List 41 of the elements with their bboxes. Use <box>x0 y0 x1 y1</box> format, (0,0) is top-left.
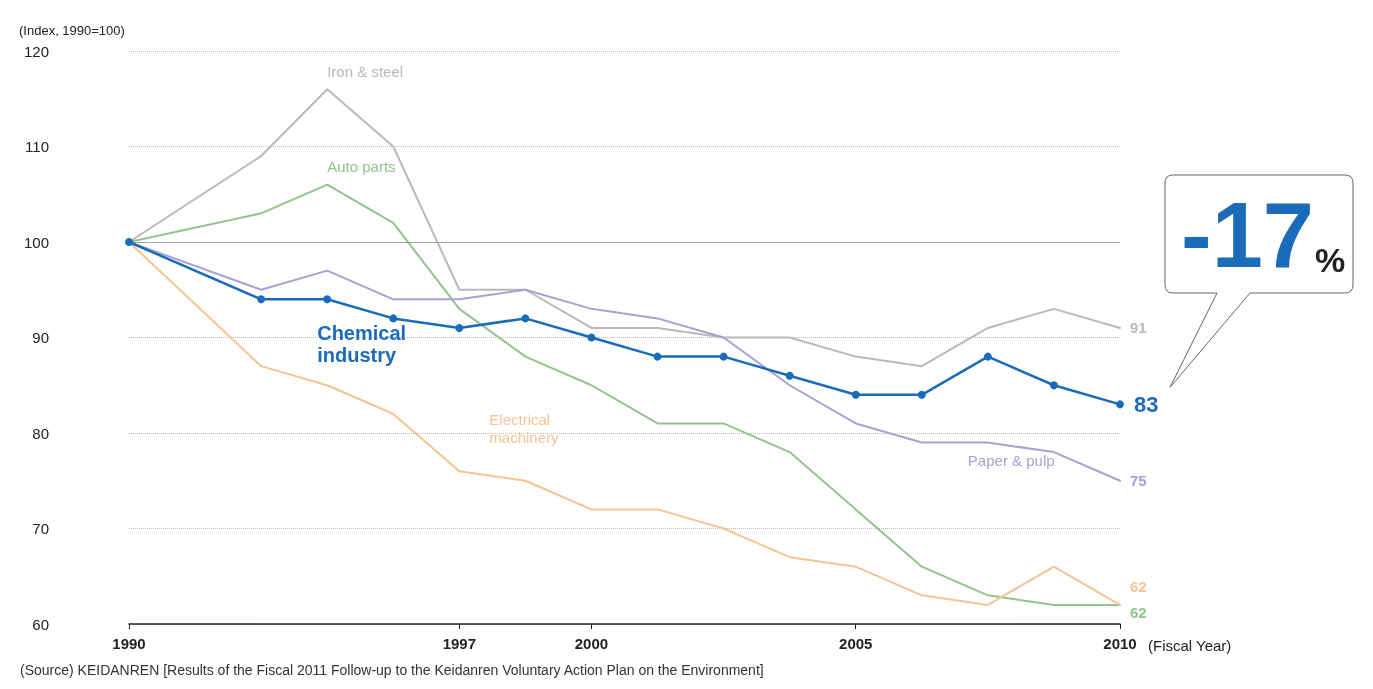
data-label: 91 <box>1130 319 1147 337</box>
point <box>323 295 332 304</box>
series-label: Electrical machinery <box>489 410 560 446</box>
y-tick-label: 60 <box>32 615 49 633</box>
point <box>785 371 794 380</box>
y-tick-label: 80 <box>32 424 49 442</box>
data-label: 62 <box>1130 578 1147 596</box>
y-tick-label: 110 <box>25 138 49 155</box>
point <box>587 333 596 342</box>
y-axis-title: (Index, 1990=100) <box>19 23 125 38</box>
y-tick-label: 100 <box>23 233 49 251</box>
y-tick-label: 90 <box>32 329 49 346</box>
x-tick-label: 2005 <box>839 635 873 652</box>
point <box>125 238 133 246</box>
x-tick-label: 2010 <box>1103 635 1137 652</box>
y-tick-label: 120 <box>23 42 49 60</box>
point <box>653 352 662 361</box>
annotation: -17% <box>1181 184 1346 286</box>
point <box>1049 381 1058 390</box>
text: (Source) KEIDANREN [Results of the Fiscal 2011 Follow-up to the Keidanren Voluntary Action Plan on the Environment] <box>20 662 764 678</box>
point <box>257 295 266 304</box>
series-label: Auto parts <box>327 158 396 176</box>
data-label: 75 <box>1130 472 1147 490</box>
y-tick-label: 70 <box>32 520 49 537</box>
point <box>389 314 398 323</box>
x-axis-title: (Fiscal Year) <box>1148 637 1232 654</box>
series-label: Iron & steel <box>327 62 404 80</box>
point <box>455 323 464 332</box>
point <box>719 352 728 361</box>
x-tick-label: 1990 <box>112 635 146 652</box>
series-label: Chemical industry <box>317 322 407 367</box>
data-label: 62 <box>1130 604 1147 622</box>
point <box>851 390 860 399</box>
point <box>983 352 992 361</box>
point <box>917 390 926 399</box>
x-tick-label: 2000 <box>574 635 609 652</box>
series-label: Paper & pulp <box>967 452 1055 470</box>
x-tick-label: 1997 <box>442 635 477 652</box>
point <box>521 314 530 323</box>
data-label: 83 <box>1134 391 1159 417</box>
point <box>1116 400 1124 409</box>
